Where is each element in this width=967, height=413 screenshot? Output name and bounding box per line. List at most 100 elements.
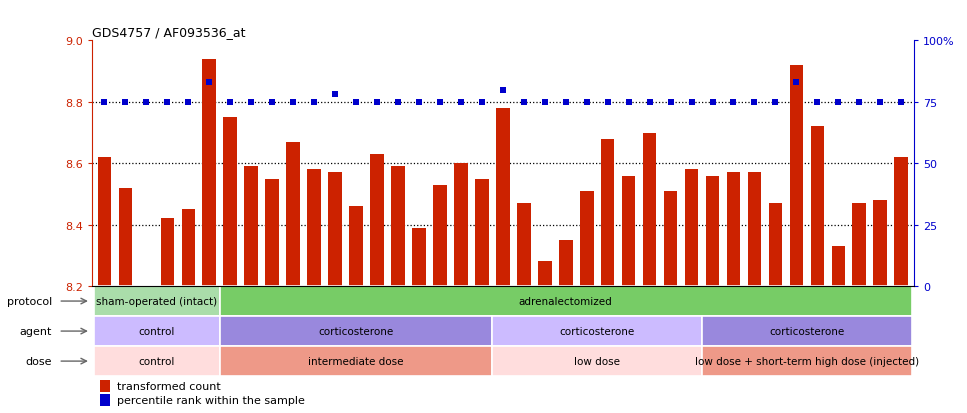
Bar [706, 176, 719, 286]
Point [222, 99, 238, 106]
Text: sham-operated (intact): sham-operated (intact) [97, 297, 218, 306]
Point [852, 99, 867, 106]
Point [747, 99, 762, 106]
Bar [220, 316, 492, 346]
Bar [286, 142, 300, 286]
Bar [496, 109, 510, 286]
Bar [119, 188, 132, 286]
Bar [873, 201, 887, 286]
Point [474, 99, 489, 106]
Bar [559, 240, 572, 286]
Point [894, 99, 909, 106]
Bar [492, 346, 702, 376]
Point [118, 99, 133, 106]
Point [768, 99, 783, 106]
Bar [220, 286, 912, 316]
Text: control: control [138, 326, 175, 336]
Point [307, 99, 322, 106]
Text: protocol: protocol [7, 297, 52, 306]
Bar [726, 173, 741, 286]
Point [411, 99, 426, 106]
Bar [454, 164, 468, 286]
Point [348, 99, 364, 106]
Bar [220, 346, 492, 376]
Bar [245, 167, 258, 286]
Point [244, 99, 259, 106]
Bar [702, 316, 912, 346]
Text: dose: dose [25, 356, 52, 366]
Point [684, 99, 699, 106]
Bar [412, 228, 425, 286]
Text: corticosterone: corticosterone [560, 326, 634, 336]
Point [201, 80, 217, 86]
Point [705, 99, 720, 106]
Bar [328, 173, 342, 286]
Point [789, 80, 805, 86]
Bar [769, 204, 782, 286]
Bar [790, 66, 804, 286]
Point [138, 99, 154, 106]
Point [726, 99, 742, 106]
Point [97, 99, 112, 106]
Point [872, 99, 888, 106]
Bar [663, 191, 678, 286]
Bar [349, 206, 363, 286]
Bar [853, 204, 866, 286]
Bar [702, 346, 912, 376]
Bar [161, 219, 174, 286]
Point [831, 99, 846, 106]
Text: control: control [138, 356, 175, 366]
Bar [894, 158, 908, 286]
Text: corticosterone: corticosterone [318, 326, 394, 336]
Point [537, 99, 552, 106]
Point [264, 99, 279, 106]
Text: GDS4757 / AF093536_at: GDS4757 / AF093536_at [92, 26, 246, 39]
Point [495, 87, 511, 94]
Point [600, 99, 615, 106]
Point [328, 92, 343, 99]
Bar [832, 247, 845, 286]
Bar [94, 316, 220, 346]
Bar [517, 204, 531, 286]
Bar [538, 262, 551, 286]
Bar [747, 173, 761, 286]
Bar [685, 170, 698, 286]
Bar [810, 127, 824, 286]
Text: low dose: low dose [574, 356, 620, 366]
Text: intermediate dose: intermediate dose [308, 356, 404, 366]
Bar [643, 133, 657, 286]
Bar [94, 286, 220, 316]
Bar [580, 191, 594, 286]
Point [285, 99, 301, 106]
Bar [182, 210, 195, 286]
Text: adrenalectomized: adrenalectomized [519, 297, 613, 306]
Point [579, 99, 595, 106]
Bar [475, 179, 488, 286]
Bar [492, 316, 702, 346]
Bar [101, 380, 110, 392]
Bar [392, 167, 405, 286]
Bar [223, 118, 237, 286]
Point [516, 99, 532, 106]
Bar [98, 158, 111, 286]
Text: percentile rank within the sample: percentile rank within the sample [116, 395, 305, 405]
Bar [622, 176, 635, 286]
Point [369, 99, 385, 106]
Bar [265, 179, 279, 286]
Point [454, 99, 469, 106]
Point [558, 99, 573, 106]
Point [432, 99, 448, 106]
Point [621, 99, 636, 106]
Bar [202, 60, 216, 286]
Point [809, 99, 825, 106]
Bar [433, 185, 447, 286]
Point [662, 99, 678, 106]
Point [181, 99, 196, 106]
Point [642, 99, 658, 106]
Bar [94, 346, 220, 376]
Bar [308, 170, 321, 286]
Point [160, 99, 175, 106]
Bar [370, 154, 384, 286]
Text: agent: agent [19, 326, 52, 336]
Text: low dose + short-term high dose (injected): low dose + short-term high dose (injecte… [695, 356, 919, 366]
